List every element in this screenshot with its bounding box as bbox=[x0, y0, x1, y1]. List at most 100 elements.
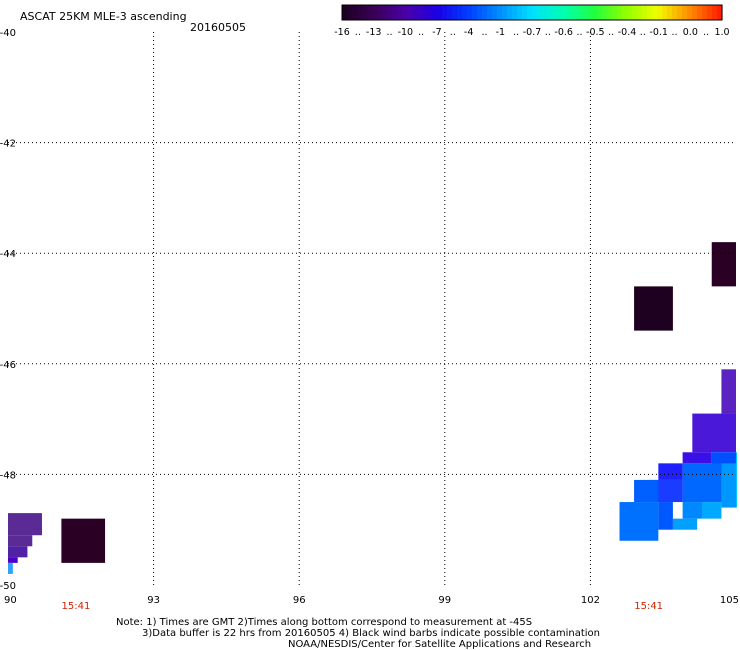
colorbar-label: -0.6 bbox=[554, 27, 573, 38]
colorbar-label: -13 bbox=[366, 27, 382, 38]
colorbar-swatch bbox=[627, 5, 633, 20]
colorbar-swatch bbox=[402, 5, 408, 20]
x-tick-label: 93 bbox=[147, 595, 160, 606]
grid-horizontal bbox=[8, 142, 736, 475]
colorbar-separator: .. bbox=[355, 27, 361, 38]
colorbar-swatch bbox=[707, 5, 713, 20]
colorbar-swatch bbox=[587, 5, 593, 20]
colorbar-swatch bbox=[352, 5, 358, 20]
data-cell bbox=[682, 463, 722, 503]
colorbar: -16.. -13.. -10.. -7.. -4.. -1.. -0.7.. -0.6.. -… bbox=[334, 4, 730, 38]
data-cell bbox=[634, 479, 659, 503]
colorbar-swatch bbox=[502, 5, 508, 20]
colorbar-swatch bbox=[387, 5, 393, 20]
colorbar-label: -4 bbox=[464, 27, 473, 38]
chart-date: 20160505 bbox=[190, 21, 246, 34]
colorbar-swatch bbox=[482, 5, 488, 20]
colorbar-swatch bbox=[687, 5, 693, 20]
colorbar-swatch bbox=[572, 5, 578, 20]
colorbar-swatch bbox=[372, 5, 378, 20]
colorbar-label: -10 bbox=[398, 27, 414, 38]
colorbar-separator: .. bbox=[640, 27, 646, 38]
colorbar-swatch bbox=[712, 5, 718, 20]
colorbar-swatch bbox=[447, 5, 453, 20]
data-cell bbox=[8, 562, 13, 574]
colorbar-swatch bbox=[417, 5, 423, 20]
colorbar-swatch bbox=[432, 5, 438, 20]
colorbar-swatch bbox=[597, 5, 603, 20]
time-label: 15:41 bbox=[62, 601, 91, 612]
y-tick-label: -50 bbox=[0, 581, 16, 592]
colorbar-separator: .. bbox=[703, 27, 709, 38]
colorbar-swatch bbox=[612, 5, 618, 20]
data-cell bbox=[721, 369, 736, 414]
colorbar-swatch bbox=[577, 5, 583, 20]
colorbar-label: 1.0 bbox=[714, 27, 729, 38]
time-label: 15:41 bbox=[634, 601, 663, 612]
colorbar-swatch bbox=[667, 5, 673, 20]
colorbar-swatch bbox=[697, 5, 703, 20]
colorbar-label: -0.1 bbox=[649, 27, 668, 38]
colorbar-label: 0.0 bbox=[683, 27, 698, 38]
data-cell bbox=[682, 452, 712, 464]
colorbar-swatch bbox=[422, 5, 428, 20]
colorbar-swatch bbox=[377, 5, 383, 20]
colorbar-swatch bbox=[512, 5, 518, 20]
y-tick-label: -44 bbox=[0, 249, 16, 260]
colorbar-swatch bbox=[542, 5, 548, 20]
data-cell bbox=[702, 502, 722, 519]
data-cells bbox=[8, 242, 737, 574]
data-cell bbox=[8, 546, 28, 558]
data-cell bbox=[634, 286, 673, 331]
y-tick-label: -46 bbox=[0, 360, 16, 371]
colorbar-swatch bbox=[657, 5, 663, 20]
colorbar-swatch bbox=[602, 5, 608, 20]
data-cell bbox=[672, 518, 698, 530]
colorbar-swatch bbox=[672, 5, 678, 20]
colorbar-swatch bbox=[647, 5, 653, 20]
data-cell bbox=[8, 557, 18, 563]
colorbar-swatch bbox=[617, 5, 623, 20]
colorbar-swatch bbox=[477, 5, 483, 20]
colorbar-swatch bbox=[397, 5, 403, 20]
colorbar-swatch bbox=[367, 5, 373, 20]
colorbar-swatch bbox=[347, 5, 353, 20]
x-tick-label: 99 bbox=[438, 595, 451, 606]
colorbar-swatch bbox=[532, 5, 538, 20]
y-tick-label: -48 bbox=[0, 470, 16, 481]
colorbar-swatch bbox=[407, 5, 413, 20]
x-tick-labels: 90 93 96 99 102 105 bbox=[4, 595, 739, 606]
colorbar-swatch bbox=[677, 5, 683, 20]
colorbar-swatch bbox=[652, 5, 658, 20]
x-tick-label: 90 bbox=[4, 595, 17, 606]
colorbar-label: -1 bbox=[496, 27, 505, 38]
y-tick-label: -42 bbox=[0, 139, 16, 150]
colorbar-separator: .. bbox=[608, 27, 614, 38]
colorbar-swatch bbox=[692, 5, 698, 20]
note-line-3: NOAA/NESDIS/Center for Satellite Applica… bbox=[288, 639, 591, 650]
data-cell bbox=[692, 413, 736, 453]
colorbar-label: -0.7 bbox=[523, 27, 542, 38]
colorbar-frame bbox=[341, 4, 723, 21]
colorbar-swatch bbox=[342, 5, 348, 20]
y-tick-labels: -40 -42 -44 -46 -48 -50 bbox=[0, 28, 16, 592]
note-line-1: Note: 1) Times are GMT 2)Times along bot… bbox=[116, 617, 532, 628]
colorbar-swatch bbox=[427, 5, 433, 20]
colorbar-separator: .. bbox=[418, 27, 424, 38]
chart-title: ASCAT 25KM MLE-3 ascending bbox=[20, 10, 187, 23]
data-cell bbox=[619, 502, 659, 541]
colorbar-swatch bbox=[382, 5, 388, 20]
colorbar-swatch bbox=[392, 5, 398, 20]
colorbar-swatch bbox=[522, 5, 528, 20]
colorbar-swatch bbox=[442, 5, 448, 20]
colorbar-label: -0.4 bbox=[618, 27, 637, 38]
colorbar-separator: .. bbox=[576, 27, 582, 38]
colorbar-swatch bbox=[632, 5, 638, 20]
colorbar-separator: .. bbox=[386, 27, 392, 38]
time-labels: 15:41 15:41 bbox=[62, 601, 664, 612]
colorbar-swatch bbox=[527, 5, 533, 20]
data-cell bbox=[61, 518, 106, 563]
colorbar-swatch bbox=[717, 5, 723, 20]
colorbar-swatch bbox=[487, 5, 493, 20]
note-line-2: 3)Data buffer is 22 hrs from 20160505 4)… bbox=[142, 628, 600, 639]
